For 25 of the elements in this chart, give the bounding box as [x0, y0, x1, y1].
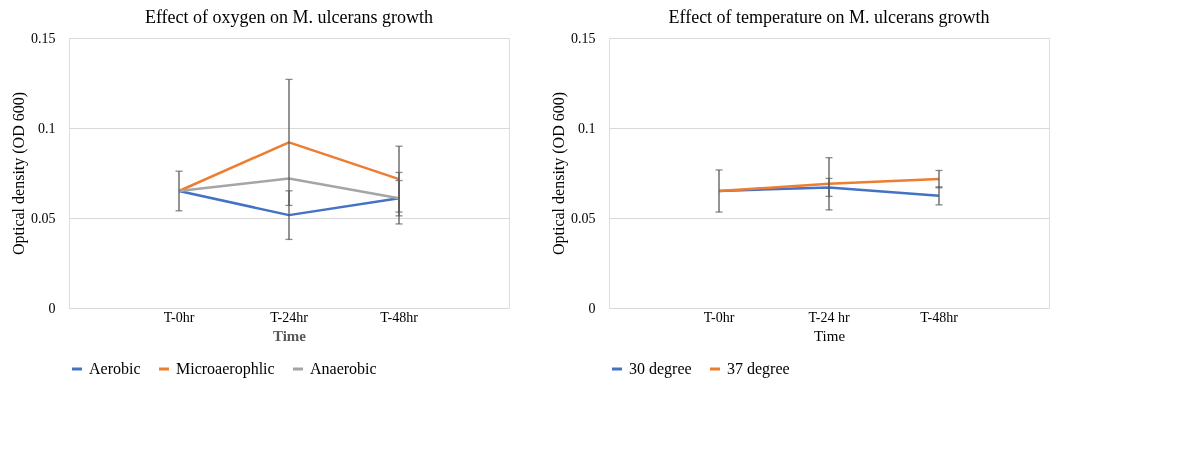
- chart-title: Effect of oxygen on M. ulcerans growth: [144, 7, 434, 27]
- legend-label: 37 degree: [727, 360, 790, 378]
- legend-label: 30 degree: [629, 360, 692, 378]
- x-tick-label: T-24 hr: [808, 309, 850, 325]
- x-tick-label: T-48hr: [920, 309, 959, 325]
- legend-label: Anaerobic: [310, 360, 377, 377]
- x-tick-label: T-0hr: [703, 309, 735, 325]
- x-axis-title: Time: [813, 327, 846, 344]
- legend-label: Microaerophlic: [176, 360, 275, 378]
- y-tick-label: 0.15: [571, 30, 596, 46]
- x-tick-label: T-24hr: [270, 309, 309, 325]
- y-tick-label: 0.05: [571, 210, 596, 226]
- y-tick-label: 0: [48, 300, 56, 316]
- y-tick-label: 0.1: [38, 120, 56, 136]
- y-tick-label: 0.15: [31, 30, 56, 46]
- y-axis-title: Optical density (OD 600): [550, 91, 568, 256]
- y-axis-title: Optical density (OD 600): [10, 91, 28, 256]
- chart-title: Effect of temperature on M. ulcerans growth: [668, 7, 990, 27]
- y-tick-label: 0.05: [31, 210, 56, 226]
- x-axis-title: Time: [272, 327, 307, 344]
- y-tick-label: 0.1: [578, 120, 596, 136]
- x-tick-label: T-0hr: [163, 309, 195, 325]
- legend-label: Aerobic: [89, 360, 141, 377]
- x-tick-label: T-48hr: [380, 309, 419, 325]
- y-tick-label: 0: [588, 300, 596, 316]
